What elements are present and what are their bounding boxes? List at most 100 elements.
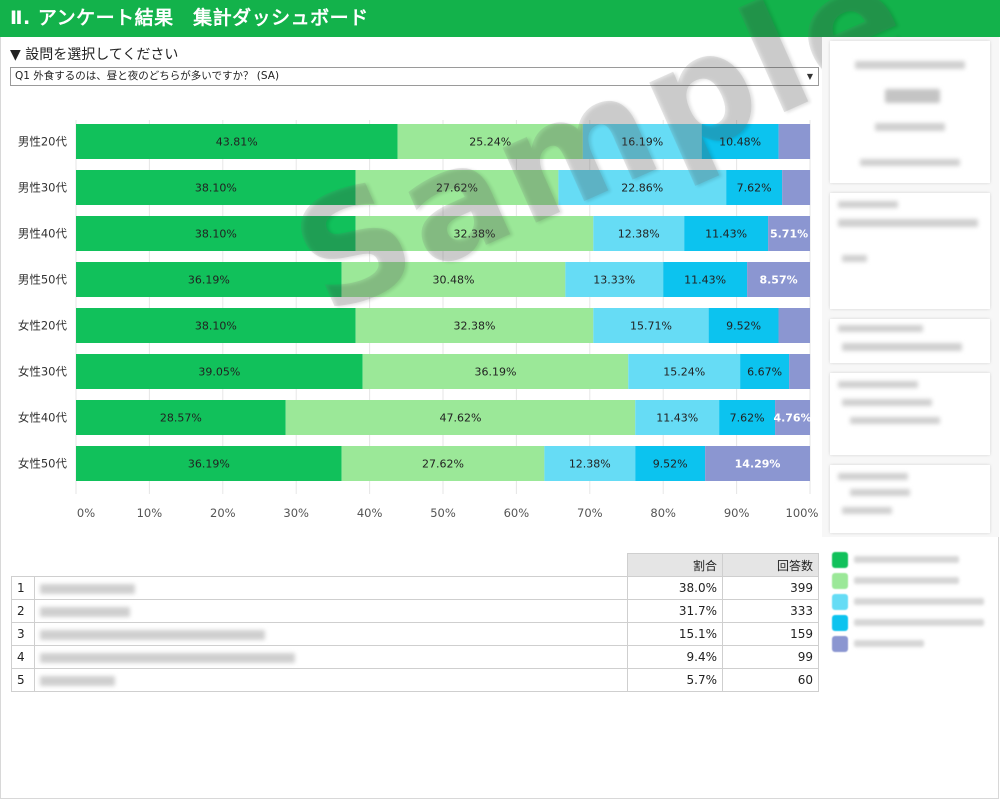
right-panel-blurred [822,37,999,537]
data-label: 36.19% [188,274,230,287]
bar-segment [719,400,776,435]
bar-segment [76,400,286,435]
summary-table: 割合 回答数 1 38.0% 399 2 31.7% 333 3 15.1% 1… [11,553,819,692]
row-option-blurred [34,599,628,623]
row-ratio: 5.7% [627,668,723,692]
legend-label-blurred [854,640,924,647]
y-category-label: 女性20代 [18,319,68,333]
data-label: 12.38% [618,228,660,241]
legend-item [830,573,990,589]
legend-item [830,636,990,652]
legend-swatch [832,552,848,568]
dashboard-title: Ⅱ. アンケート結果 集計ダッシュボード [0,0,1000,37]
data-label: 11.43% [684,274,726,287]
bar-segment [76,124,398,159]
y-category-label: 男性40代 [18,227,68,241]
row-option-blurred [34,622,628,646]
bar-segment [76,170,356,205]
bar-segment [778,124,811,159]
data-label: 11.43% [705,228,747,241]
bar-segment [635,400,720,435]
data-label: 38.10% [195,228,237,241]
bar-segment [684,216,769,251]
dropdown-arrow-icon[interactable]: ▼ [806,72,813,81]
bar-segment [778,308,810,343]
bar-segment [341,262,566,297]
row-count: 99 [722,645,819,669]
y-category-label: 男性20代 [18,135,68,149]
x-tick-label: 50% [430,506,456,520]
data-label: 36.19% [188,458,230,471]
legend-label-blurred [854,556,959,563]
row-option-blurred [34,668,628,692]
data-label: 15.24% [663,366,705,379]
filter-select-blurred[interactable] [830,319,990,363]
bar-segment [558,170,727,205]
table-row: 1 38.0% 399 [11,576,819,600]
bar-segment [397,124,583,159]
data-label: 10.48% [719,136,761,149]
question-prompt: ▼ 設問を選択してください [10,47,179,63]
data-label: 9.52% [726,320,761,333]
summary-card-blurred [830,41,990,183]
stacked-bar-chart: 0% 10% 20% 30% 40% 50% 60% 70% 80% 90% 100% 男性20代 43… [18,120,819,520]
table-header-blank [11,553,35,577]
legend-label-blurred [854,598,984,605]
data-label: 27.62% [422,458,464,471]
bar-segment [76,446,342,481]
bar-segment [593,216,685,251]
data-label: 28.57% [160,412,202,425]
bar-segment [565,262,664,297]
x-tick-label: 70% [577,506,603,520]
data-label: 15.71% [630,320,672,333]
legend-label-blurred [854,619,984,626]
bar-segment [544,446,636,481]
data-label: 38.10% [195,182,237,195]
data-label: 25.24% [469,136,511,149]
data-label: 4.76% [773,412,811,425]
legend-swatch [832,594,848,610]
y-category-label: 女性30代 [18,365,68,379]
data-label: 12.38% [569,458,611,471]
bar-segment [701,124,779,159]
note-card-blurred [830,373,990,455]
data-label: 9.52% [653,458,688,471]
data-label: 13.33% [593,274,635,287]
data-label: 27.62% [436,182,478,195]
bar-segment [782,170,811,205]
legend-item [830,552,990,568]
bar-segment [726,170,783,205]
data-label: 43.81% [216,136,258,149]
data-label: 47.62% [439,412,481,425]
filter-card-blurred[interactable] [830,193,990,309]
bar-segment [747,262,810,297]
row-index: 3 [11,622,35,646]
table-header-row: 割合 回答数 [11,553,819,577]
y-category-label: 女性40代 [18,411,68,425]
bar-segment [789,354,811,389]
y-category-label: 男性30代 [18,181,68,195]
data-label: 32.38% [454,320,496,333]
x-tick-label: 20% [210,506,236,520]
data-label: 6.67% [747,366,782,379]
row-index: 1 [11,576,35,600]
row-option-blurred [34,576,628,600]
question-select[interactable]: Q1 外食するのは、昼と夜のどちらが多いですか？ (SA) ▼ [10,67,819,86]
bar-segment [582,124,702,159]
legend-swatch [832,615,848,631]
data-label: 22.86% [621,182,663,195]
row-index: 4 [11,645,35,669]
row-count: 333 [722,599,819,623]
x-tick-label: 80% [650,506,676,520]
data-label: 5.71% [770,228,808,241]
legend-item [830,594,990,610]
bar-segment [355,308,594,343]
legend-swatch [832,636,848,652]
data-label: 7.62% [737,182,772,195]
y-category-label: 男性50代 [18,273,68,287]
bar-segment [740,354,790,389]
x-tick-label: 90% [724,506,750,520]
row-ratio: 15.1% [627,622,723,646]
legend-label-blurred [854,577,959,584]
x-tick-label: 100% [786,506,819,520]
